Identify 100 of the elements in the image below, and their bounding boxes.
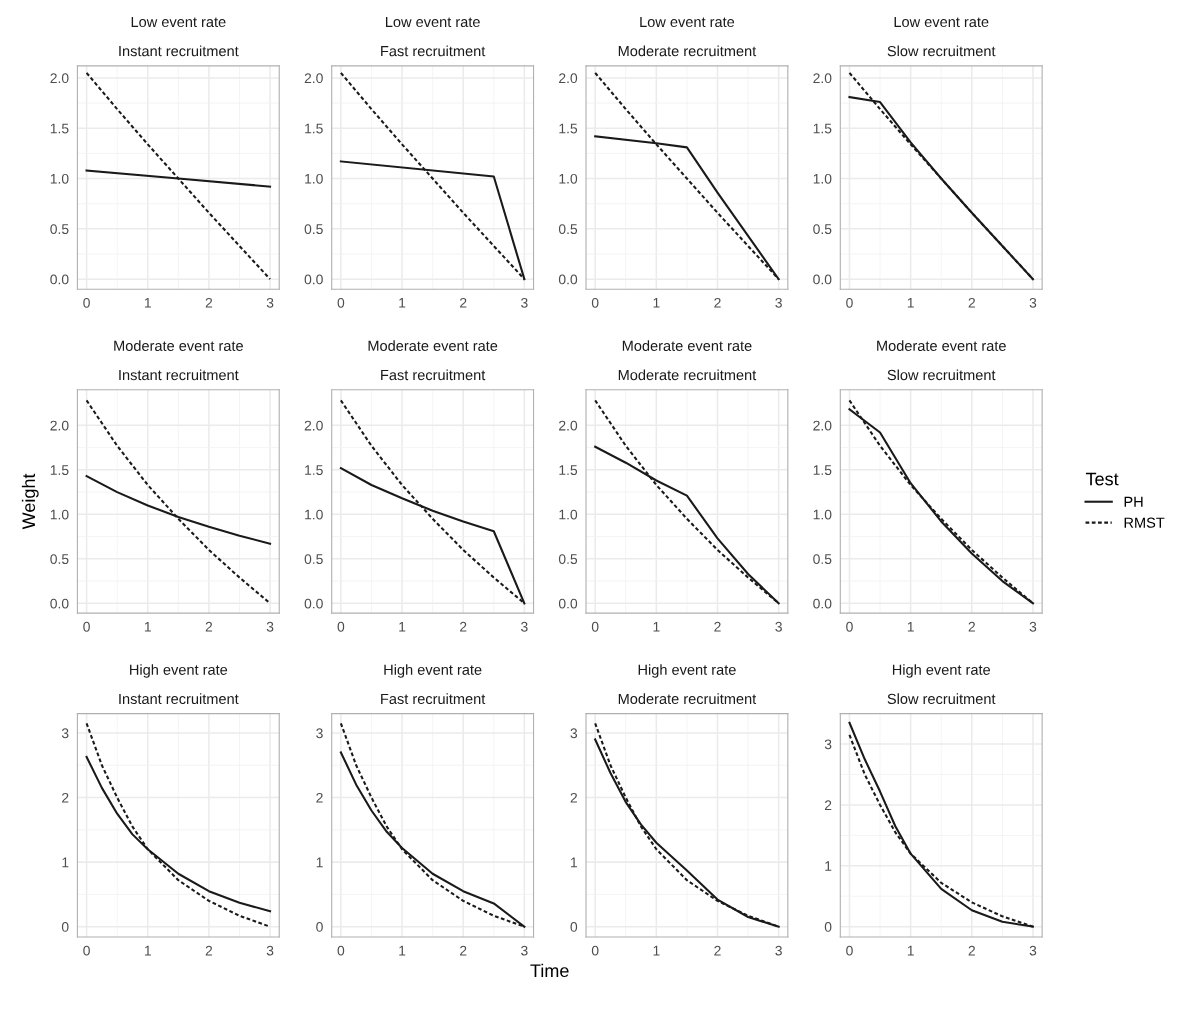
y-tick-label: 2.0 [559,73,578,84]
x-tick-label: 3 [775,297,782,308]
x-tick-label: 1 [907,945,914,956]
x-tick-label: 1 [907,621,914,632]
x-tick-label: 3 [1029,945,1037,956]
y-tick-label: 1.0 [813,509,832,520]
y-tick-label: 0.5 [813,224,832,235]
y-tick-label: 0.0 [558,274,578,285]
chart-title: High event rate [638,664,736,678]
x-tick-label: 3 [521,297,528,308]
chart-title: Low event rate [131,16,226,28]
x-tick-label: 1 [144,621,151,632]
y-tick-label: 0.5 [304,554,323,565]
y-tick-label: 1.0 [559,173,578,184]
chart-subtitle: Slow recruitment [887,45,996,57]
y-tick-label: 0.5 [50,224,69,235]
y-tick-label: 1.5 [305,123,323,134]
x-tick-label: 2 [460,621,467,632]
chart-subtitle: Instant recruitment [119,369,239,381]
x-tick-label: 1 [144,298,151,308]
x-tick-label: 0 [337,945,345,956]
x-tick-label: 0 [591,621,599,632]
chart-title: High event rate [892,664,991,678]
x-tick-label: 2 [968,297,975,308]
y-tick-label: 0.5 [813,554,832,565]
chart-title: High event rate [384,664,482,678]
y-tick-label: 1.5 [813,465,832,476]
chart-subtitle: Fast recruitment [381,45,486,57]
x-tick-label: 0 [83,621,90,632]
chart-subtitle: Fast recruitment [381,369,486,381]
x-tick-label: 3 [521,945,528,956]
chart-subtitle: Slow recruitment [887,369,996,381]
x-tick-label: 3 [775,621,782,632]
x-tick-label: 1 [399,298,406,308]
x-tick-label: 1 [399,945,406,956]
x-tick-label: 0 [846,621,853,632]
legend-label: PH [1124,496,1143,507]
y-tick-label: 1.0 [50,173,69,184]
chart-title: Moderate event rate [368,340,498,351]
y-tick-label: 0.5 [50,554,69,565]
line-series [85,399,272,605]
y-tick-label: 0.0 [304,598,323,609]
x-tick-label: 2 [205,621,213,632]
y-tick-label: 1 [825,861,832,871]
chart-subtitle: Fast recruitment [381,693,486,705]
chart-title: Low event rate [385,16,480,28]
x-tick-label: 1 [144,945,151,956]
chart-title: Moderate event rate [114,340,243,351]
x-tick-label: 2 [205,297,213,308]
y-tick-label: 0.0 [304,274,323,285]
y-tick-label: 2 [62,792,69,803]
x-tick-label: 2 [968,621,975,632]
chart-title: Low event rate [640,16,735,28]
y-tick-label: 1 [571,857,577,868]
y-tick-label: 1.0 [305,509,323,520]
y-tick-label: 0.0 [813,274,832,285]
y-tick-label: 3 [316,728,323,739]
y-tick-label: 3 [824,739,832,750]
x-tick-label: 3 [775,945,782,956]
chart-subtitle: Instant recruitment [119,693,239,705]
x-tick-label: 2 [714,945,721,956]
x-tick-label: 2 [714,621,721,632]
chart-subtitle: Moderate recruitment [618,693,757,705]
y-tick-label: 1.0 [559,509,578,520]
chart-title: High event rate [130,664,228,678]
legend-label: RMST [1124,517,1165,528]
y-tick-label: 2.0 [50,73,69,84]
y-tick-label: 1.5 [50,123,69,134]
y-tick-label: 1.0 [50,509,69,520]
y-tick-label: 0 [824,922,832,932]
y-tick-label: 0.5 [558,554,578,565]
x-tick-label: 0 [337,621,345,632]
x-tick-label: 3 [1029,621,1037,632]
x-tick-label: 0 [846,297,853,308]
chart-subtitle: Moderate recruitment [618,45,757,57]
chart-subtitle: Slow recruitment [887,693,996,705]
x-tick-label: 3 [266,297,274,308]
y-tick-label: 1 [62,857,69,868]
y-tick-label: 0.0 [558,598,578,609]
x-tick-label: 2 [968,945,975,956]
x-tick-label: 1 [653,621,660,632]
y-tick-label: 2 [570,792,577,803]
y-tick-label: 0.0 [50,598,69,609]
x-tick-label: 3 [266,945,274,956]
y-tick-label: 1.0 [305,173,323,184]
y-tick-label: 2.0 [304,420,323,431]
y-tick-label: 1.5 [50,465,69,476]
y-tick-label: 1 [316,857,323,868]
y-tick-label: 3 [570,728,578,739]
y-tick-label: 2 [316,792,323,803]
y-tick-label: 0 [61,922,69,932]
y-tick-label: 2.0 [50,420,69,431]
y-tick-label: 0.0 [813,598,832,609]
x-tick-label: 1 [653,945,660,956]
line-series [85,71,272,281]
chart-title: Low event rate [894,16,989,28]
y-tick-label: 2.0 [813,73,832,84]
x-tick-label: 2 [205,945,213,956]
x-tick-label: 0 [83,297,90,308]
y-tick-label: 2.0 [559,420,578,431]
